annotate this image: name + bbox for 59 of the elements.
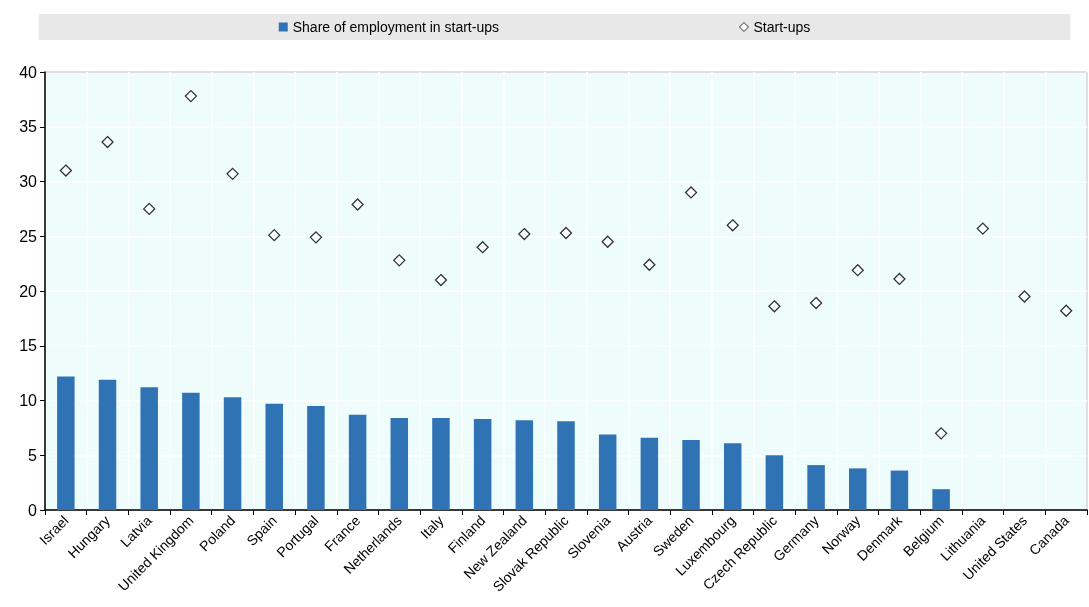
y-tick-label: 10 <box>19 392 38 409</box>
point <box>643 258 656 271</box>
point <box>726 219 739 232</box>
bar <box>765 455 784 510</box>
y-tick-label: 35 <box>19 118 38 136</box>
bar <box>182 392 200 510</box>
point <box>809 296 823 310</box>
point <box>393 254 406 267</box>
bar <box>140 387 158 510</box>
bar <box>557 421 575 510</box>
bar <box>307 405 325 510</box>
legend-label: Start-ups <box>753 19 811 35</box>
bar <box>390 418 409 510</box>
legend-label: Share of employment in start-ups <box>292 19 499 35</box>
point <box>976 222 989 235</box>
bar <box>265 403 283 510</box>
point <box>893 272 906 286</box>
bar <box>98 379 117 510</box>
point <box>143 202 156 216</box>
point <box>559 226 573 240</box>
bar <box>640 437 659 510</box>
bar <box>473 419 492 510</box>
y-tick-label: 20 <box>19 282 38 300</box>
point <box>309 231 323 244</box>
point <box>601 235 614 248</box>
point <box>934 427 948 440</box>
x-tick-label: Italy <box>417 512 447 542</box>
point <box>59 164 72 177</box>
bar <box>432 418 450 510</box>
y-tick-label: 15 <box>19 337 38 355</box>
y-tick-label: 5 <box>28 446 38 464</box>
y-tick-label: 30 <box>19 173 38 190</box>
point <box>476 241 489 254</box>
bar <box>57 376 75 510</box>
bar <box>807 465 825 510</box>
point <box>1018 290 1031 303</box>
bar <box>598 434 617 510</box>
bar <box>890 470 909 510</box>
bar <box>515 420 534 510</box>
point <box>268 229 281 242</box>
point <box>851 264 864 277</box>
y-tick-label: 25 <box>19 227 38 245</box>
point <box>351 198 364 211</box>
point <box>684 186 698 199</box>
bar <box>723 443 742 510</box>
point <box>101 135 114 149</box>
point <box>226 167 239 180</box>
bar <box>932 489 950 510</box>
bar <box>223 397 242 510</box>
bar <box>682 439 700 510</box>
point <box>1060 304 1073 317</box>
bar <box>348 414 367 510</box>
y-tick-label: 0 <box>28 501 38 519</box>
point <box>434 273 448 287</box>
point <box>768 300 781 313</box>
point <box>184 89 198 103</box>
y-tick-label: 40 <box>19 63 38 81</box>
point <box>518 227 531 241</box>
bar <box>849 468 867 510</box>
